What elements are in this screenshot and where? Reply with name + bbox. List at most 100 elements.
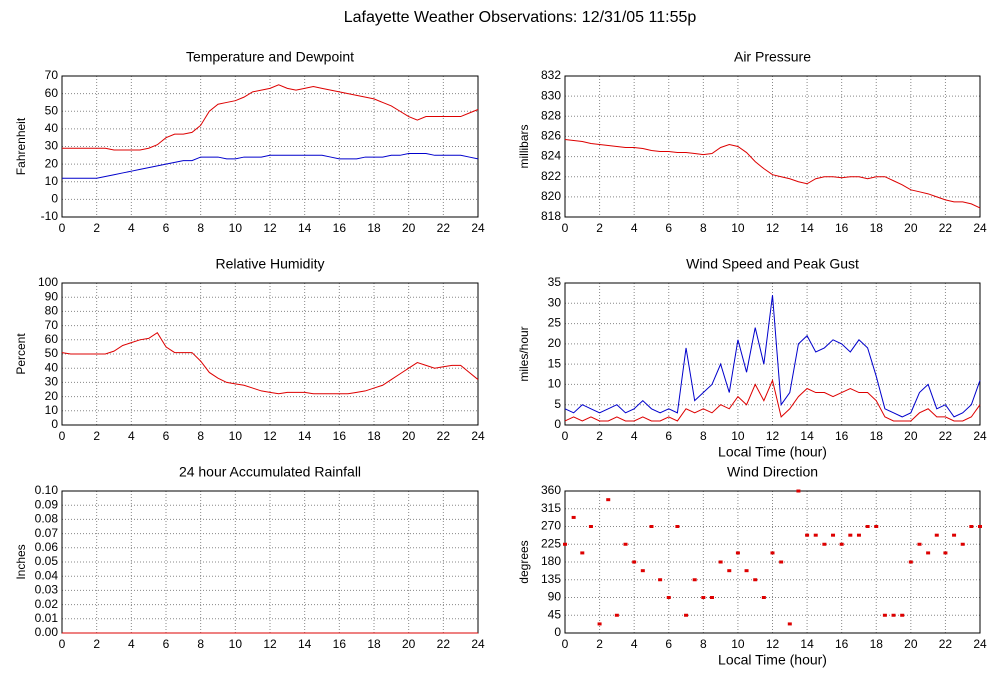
- data-point: [606, 498, 611, 502]
- chart-title: Wind Speed and Peak Gust: [686, 256, 859, 272]
- data-line: [62, 153, 479, 179]
- x-tick-label: 4: [631, 429, 638, 443]
- x-tick-label: 22: [437, 221, 451, 235]
- plot-frame: [564, 282, 981, 426]
- x-tick-label: 10: [731, 221, 745, 235]
- x-tick-label: 8: [700, 429, 707, 443]
- x-tick-label: 0: [59, 429, 66, 443]
- x-tick-label: 16: [835, 221, 849, 235]
- x-tick-label: 16: [835, 429, 849, 443]
- y-tick-label: 0.06: [35, 540, 59, 554]
- x-tick-label: 10: [731, 637, 745, 651]
- y-tick-label: 70: [45, 68, 59, 82]
- data-point: [649, 525, 654, 528]
- data-point: [614, 613, 619, 617]
- y-tick-label: 0: [51, 417, 58, 431]
- y-tick-label: 824: [541, 149, 561, 163]
- x-axis-label: Local Time (hour): [718, 444, 827, 460]
- chart-title: 24 hour Accumulated Rainfall: [179, 464, 361, 480]
- data-point: [796, 489, 801, 493]
- x-tick-label: 24: [471, 429, 485, 443]
- x-tick-label: 20: [904, 637, 918, 651]
- x-tick-label: 12: [263, 221, 277, 235]
- y-tick-label: 30: [45, 375, 59, 389]
- data-point: [718, 560, 723, 564]
- data-point: [934, 533, 939, 537]
- y-tick-label: 70: [45, 318, 59, 332]
- x-tick-label: 6: [163, 221, 170, 235]
- x-tick-label: 18: [870, 637, 884, 651]
- data-point: [735, 551, 740, 555]
- y-tick-label: 315: [541, 501, 561, 515]
- data-point: [874, 525, 879, 528]
- data-point: [658, 578, 663, 582]
- y-tick-label: 0: [554, 625, 561, 639]
- data-point: [960, 542, 965, 546]
- y-tick-label: 828: [541, 108, 561, 122]
- x-tick-label: 8: [700, 637, 707, 651]
- x-tick-label: 2: [596, 221, 603, 235]
- x-tick-label: 24: [973, 429, 987, 443]
- x-tick-label: 20: [402, 637, 416, 651]
- x-tick-label: 24: [973, 637, 987, 651]
- x-tick-label: 0: [59, 221, 66, 235]
- x-tick-label: 2: [93, 429, 100, 443]
- x-tick-label: 6: [665, 221, 672, 235]
- x-tick-label: 0: [562, 221, 569, 235]
- y-tick-label: 0.08: [35, 512, 59, 526]
- x-tick-label: 10: [229, 637, 243, 651]
- x-tick-label: 24: [973, 221, 987, 235]
- plot-frame: [61, 282, 479, 426]
- x-tick-label: 4: [631, 221, 638, 235]
- data-point: [865, 525, 870, 528]
- y-tick-label: -10: [41, 209, 59, 223]
- y-tick-label: 50: [45, 103, 59, 117]
- data-point: [787, 622, 792, 626]
- x-tick-label: 22: [437, 637, 451, 651]
- data-point: [839, 542, 844, 546]
- y-tick-label: 90: [45, 289, 59, 303]
- x-tick-label: 8: [700, 221, 707, 235]
- y-tick-label: 0.05: [35, 554, 59, 568]
- data-point: [882, 613, 887, 617]
- data-point: [563, 542, 567, 546]
- x-tick-label: 10: [229, 429, 243, 443]
- y-tick-label: 0.01: [35, 611, 59, 625]
- data-point: [640, 569, 645, 573]
- y-axis-label: miles/hour: [517, 326, 531, 381]
- x-tick-label: 18: [367, 637, 381, 651]
- data-point: [753, 578, 758, 582]
- data-point: [822, 542, 827, 546]
- x-tick-label: 22: [939, 429, 953, 443]
- data-point: [891, 613, 896, 617]
- x-tick-label: 16: [333, 429, 347, 443]
- x-tick-label: 18: [870, 221, 884, 235]
- y-tick-label: 830: [541, 88, 561, 102]
- y-axis-label: Inches: [14, 544, 28, 579]
- y-tick-label: 30: [45, 139, 59, 153]
- x-tick-label: 6: [665, 429, 672, 443]
- x-tick-label: 24: [471, 221, 485, 235]
- y-tick-label: 40: [45, 360, 59, 374]
- y-tick-label: 0.04: [35, 568, 59, 582]
- y-tick-label: 360: [541, 483, 561, 497]
- x-tick-label: 8: [197, 637, 204, 651]
- data-point: [900, 613, 905, 617]
- y-axis-label: degrees: [517, 540, 531, 583]
- data-point: [831, 533, 836, 537]
- y-tick-label: 25: [548, 316, 562, 330]
- y-tick-label: 10: [45, 174, 59, 188]
- data-point: [805, 533, 810, 537]
- x-tick-label: 12: [766, 429, 780, 443]
- data-point: [580, 551, 585, 555]
- x-tick-label: 6: [163, 637, 170, 651]
- data-point: [926, 551, 931, 555]
- x-tick-label: 0: [59, 637, 66, 651]
- plot-frame: [564, 75, 981, 218]
- x-tick-label: 6: [665, 637, 672, 651]
- y-tick-label: 270: [541, 519, 561, 533]
- data-point: [952, 533, 957, 537]
- y-tick-label: 45: [548, 607, 562, 621]
